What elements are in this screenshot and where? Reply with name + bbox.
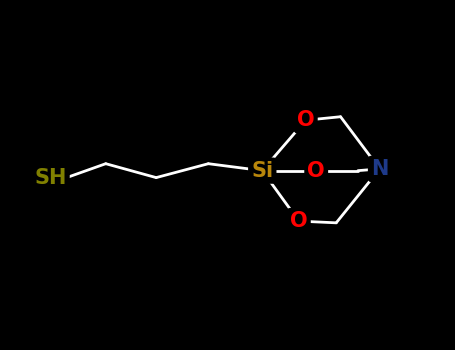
Text: N: N	[371, 159, 389, 179]
Text: Si: Si	[251, 161, 273, 181]
Text: O: O	[297, 110, 314, 130]
Text: SH: SH	[34, 168, 66, 188]
Text: O: O	[308, 161, 325, 181]
Text: O: O	[290, 211, 308, 231]
